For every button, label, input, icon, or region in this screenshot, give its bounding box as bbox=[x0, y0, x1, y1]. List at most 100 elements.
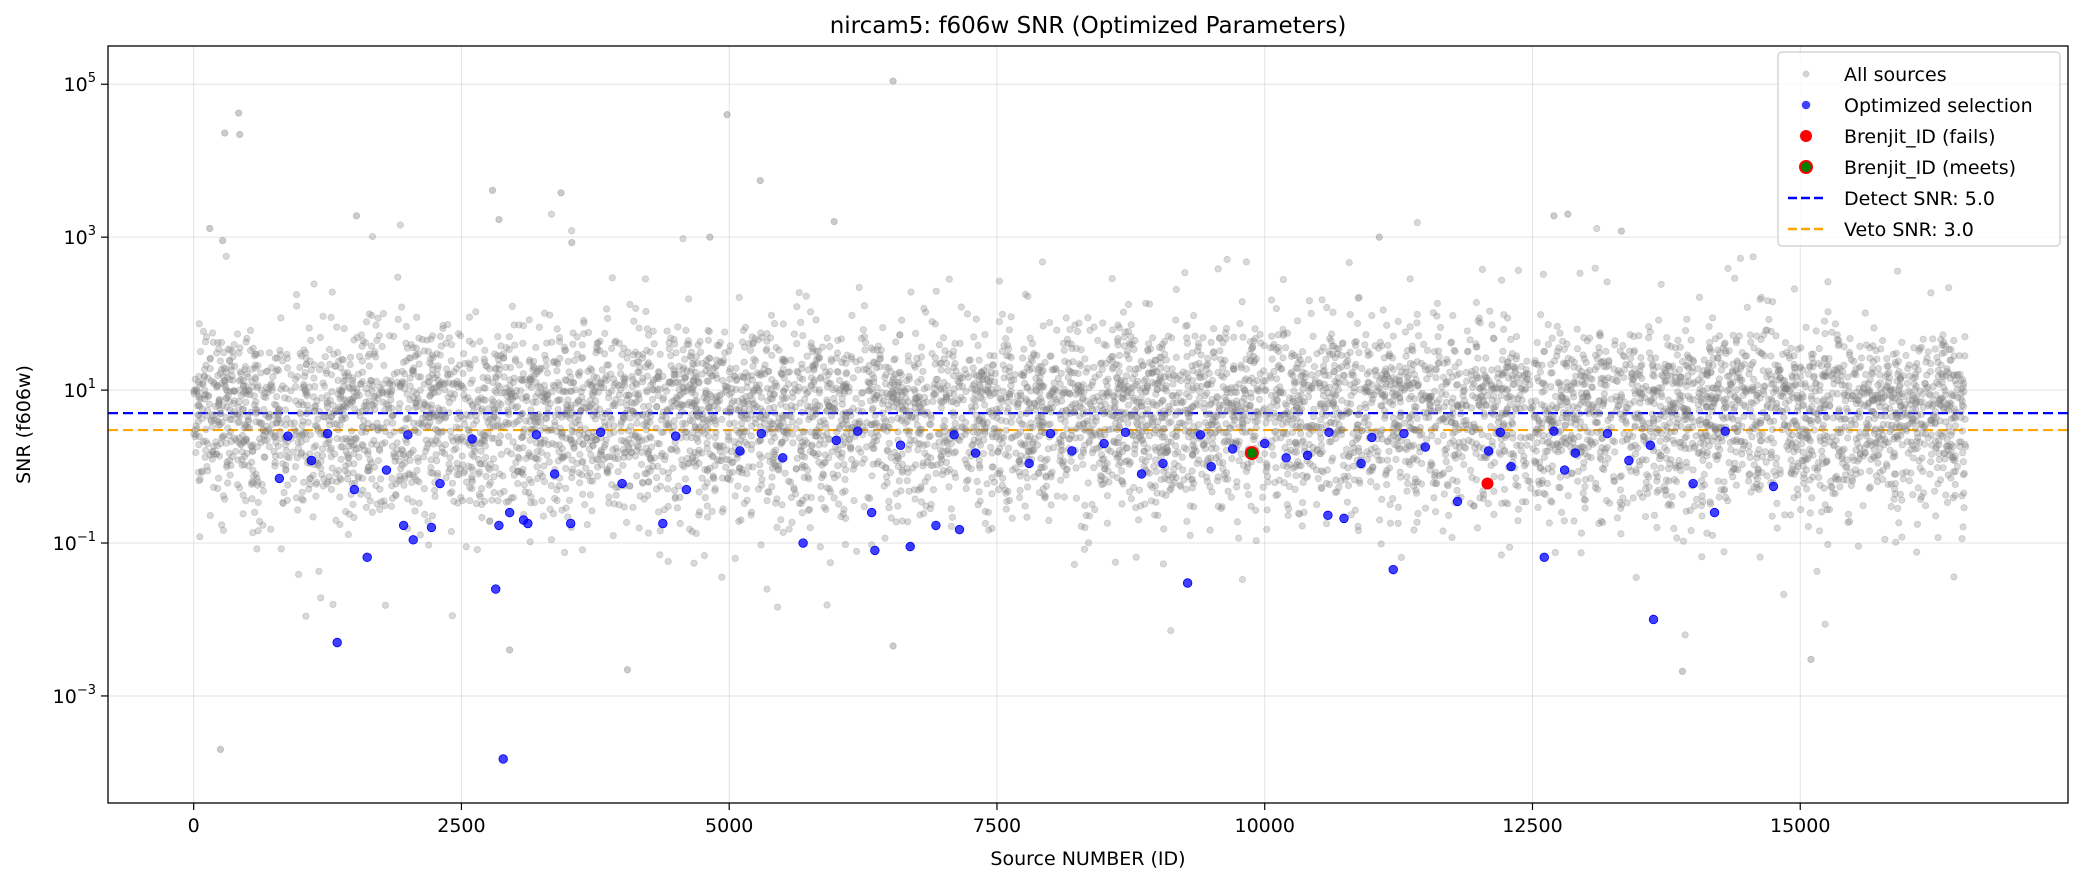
point-all-sources bbox=[1204, 478, 1210, 484]
point-all-sources bbox=[318, 465, 324, 471]
point-all-sources bbox=[1746, 449, 1752, 455]
point-all-sources bbox=[699, 475, 705, 481]
point-all-sources bbox=[1215, 266, 1221, 272]
point-all-sources bbox=[1380, 307, 1386, 313]
point-all-sources bbox=[611, 423, 617, 429]
point-all-sources bbox=[1431, 495, 1437, 501]
point-all-sources bbox=[824, 335, 830, 341]
point-all-sources bbox=[831, 495, 837, 501]
point-all-sources bbox=[899, 467, 905, 473]
point-all-sources bbox=[689, 528, 695, 534]
point-all-sources bbox=[193, 449, 199, 455]
point-all-sources bbox=[301, 479, 307, 485]
point-all-sources bbox=[297, 410, 303, 416]
point-all-sources bbox=[534, 464, 540, 470]
point-all-sources bbox=[758, 482, 764, 488]
point-all-sources bbox=[1690, 467, 1696, 473]
point-all-sources bbox=[313, 442, 319, 448]
point-all-sources bbox=[355, 475, 361, 481]
point-all-sources bbox=[528, 407, 534, 413]
point-all-sources bbox=[1046, 319, 1052, 325]
point-all-sources bbox=[266, 350, 272, 356]
point-all-sources bbox=[1747, 471, 1753, 477]
point-all-sources bbox=[679, 462, 685, 468]
point-all-sources bbox=[533, 344, 539, 350]
point-all-sources bbox=[495, 498, 501, 504]
point-all-sources bbox=[1952, 481, 1958, 487]
point-all-sources bbox=[844, 369, 850, 375]
point-all-sources bbox=[548, 211, 554, 217]
point-all-sources bbox=[1124, 348, 1130, 354]
point-all-sources bbox=[1133, 554, 1139, 560]
point-all-sources bbox=[1603, 348, 1609, 354]
point-all-sources bbox=[1376, 385, 1382, 391]
point-all-sources bbox=[1413, 427, 1419, 433]
point-all-sources bbox=[949, 514, 955, 520]
point-all-sources bbox=[541, 463, 547, 469]
point-all-sources bbox=[318, 362, 324, 368]
point-all-sources bbox=[1450, 312, 1456, 318]
point-all-sources bbox=[618, 428, 624, 434]
point-all-sources bbox=[1671, 525, 1677, 531]
point-all-sources bbox=[1125, 301, 1131, 307]
point-all-sources bbox=[838, 336, 844, 342]
point-all-sources bbox=[637, 493, 643, 499]
point-all-sources bbox=[719, 574, 725, 580]
point-all-sources bbox=[501, 488, 507, 494]
point-all-sources bbox=[1045, 446, 1051, 452]
point-all-sources bbox=[1562, 361, 1568, 367]
point-all-sources bbox=[1764, 374, 1770, 380]
point-all-sources bbox=[1200, 335, 1206, 341]
point-all-sources bbox=[1058, 477, 1064, 483]
point-all-sources bbox=[1414, 320, 1420, 326]
point-all-sources bbox=[799, 361, 805, 367]
point-all-sources bbox=[1654, 524, 1660, 530]
point-all-sources bbox=[793, 425, 799, 431]
point-all-sources bbox=[1373, 484, 1379, 490]
point-all-sources bbox=[1339, 413, 1345, 419]
point-all-sources bbox=[1085, 315, 1091, 321]
point-all-sources bbox=[1701, 471, 1707, 477]
point-all-sources bbox=[813, 317, 819, 323]
point-all-sources bbox=[867, 398, 873, 404]
point-all-sources bbox=[426, 542, 432, 548]
point-all-sources bbox=[437, 333, 443, 339]
point-all-sources bbox=[1661, 444, 1667, 450]
point-all-sources bbox=[587, 492, 593, 498]
point-all-sources bbox=[1310, 414, 1316, 420]
point-all-sources bbox=[719, 509, 725, 515]
point-all-sources bbox=[1252, 507, 1258, 513]
point-all-sources bbox=[1914, 360, 1920, 366]
point-all-sources bbox=[971, 334, 977, 340]
point-all-sources bbox=[1638, 363, 1644, 369]
point-all-sources bbox=[1879, 337, 1885, 343]
point-all-sources bbox=[1604, 279, 1610, 285]
point-all-sources bbox=[743, 486, 749, 492]
point-all-sources bbox=[1080, 461, 1086, 467]
point-all-sources bbox=[273, 394, 279, 400]
point-all-sources bbox=[1534, 339, 1540, 345]
point-all-sources bbox=[294, 303, 300, 309]
point-all-sources bbox=[389, 475, 395, 481]
point-all-sources bbox=[1440, 432, 1446, 438]
point-all-sources bbox=[1300, 438, 1306, 444]
point-all-sources bbox=[1125, 328, 1131, 334]
point-all-sources bbox=[836, 501, 842, 507]
point-all-sources bbox=[1472, 366, 1478, 372]
point-all-sources bbox=[244, 335, 250, 341]
point-all-sources bbox=[1656, 317, 1662, 323]
point-all-sources bbox=[563, 465, 569, 471]
point-all-sources bbox=[1630, 495, 1636, 501]
point-all-sources bbox=[451, 498, 457, 504]
point-all-sources bbox=[1253, 538, 1259, 544]
point-all-sources bbox=[696, 512, 702, 518]
point-all-sources bbox=[1171, 460, 1177, 466]
point-all-sources bbox=[1826, 355, 1832, 361]
point-all-sources bbox=[234, 331, 240, 337]
point-all-sources bbox=[1932, 346, 1938, 352]
point-all-sources bbox=[306, 325, 312, 331]
point-all-sources bbox=[1957, 371, 1963, 377]
point-all-sources bbox=[1866, 468, 1872, 474]
point-all-sources bbox=[796, 418, 802, 424]
point-all-sources bbox=[197, 348, 203, 354]
